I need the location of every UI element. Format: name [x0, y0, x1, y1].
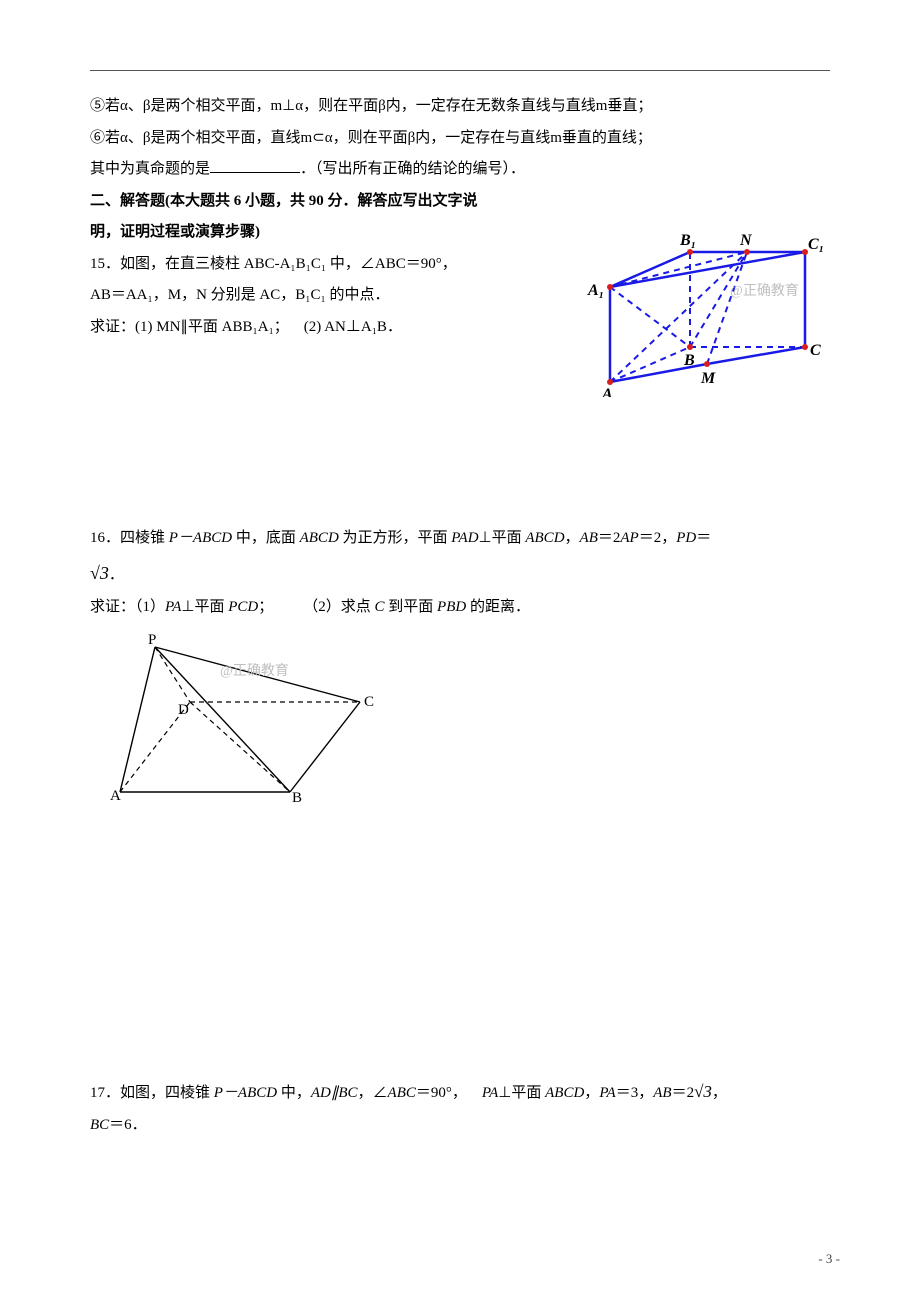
page-number: - 3 -: [818, 1245, 840, 1272]
prompt-suffix: ．（写出所有正确的结论的编号）．: [300, 161, 525, 177]
q16-line1: 16．四棱锥 P－ABCD 中，底面 ABCD 为正方形，平面 PAD⊥平面 A…: [90, 523, 830, 555]
label-A1: A₁: [587, 282, 604, 299]
q17-b: P－ABCD: [214, 1085, 277, 1101]
q16-3h: PBD: [437, 599, 466, 615]
q17-e: ，∠: [358, 1085, 388, 1101]
q16-t13: ＝2，: [639, 530, 677, 546]
q16-t4: ABCD: [300, 530, 339, 546]
watermark-1: @正确教育: [730, 277, 799, 306]
question-15-text: 明，证明过程或演算步骤) 15．如图，在直三棱柱 ABC-A₁B₁C₁ 中，∠A…: [90, 217, 540, 343]
q16-t12: AP: [620, 530, 638, 546]
q17-f: ABC: [388, 1085, 416, 1101]
watermark-2: @正确教育: [220, 657, 289, 686]
q17-g: ＝90°，: [416, 1085, 482, 1101]
q16-t10: AB: [580, 530, 598, 546]
divider-top: [90, 70, 830, 71]
q16-line2: √3．: [90, 555, 830, 593]
q17-k: ，: [584, 1085, 599, 1101]
q17-2b: ＝6．: [109, 1117, 147, 1133]
q16-t6: PAD: [451, 530, 478, 546]
q16-t7: ⊥平面: [479, 530, 526, 546]
q17-i: ⊥平面: [498, 1085, 545, 1101]
question-16: 16．四棱锥 P－ABCD 中，底面 ABCD 为正方形，平面 PAD⊥平面 A…: [90, 523, 830, 814]
q16-t1: 16．四棱锥: [90, 530, 169, 546]
label-B2: B: [292, 790, 302, 802]
q17-m: ＝3，: [616, 1085, 654, 1101]
q16-t3: 中，底面: [232, 530, 300, 546]
q16-t14: PD: [676, 530, 696, 546]
q16-line3: 求证：（1）PA⊥平面 PCD； （2）求点 C 到平面 PBD 的距离．: [90, 592, 830, 624]
q16-3g: 到平面: [385, 599, 438, 615]
q16-3e: ； （2）求点: [258, 599, 374, 615]
q16-3f: C: [375, 599, 385, 615]
fill-blank[interactable]: [210, 158, 300, 173]
q17-line2: BC＝6．: [90, 1110, 830, 1142]
q17-p: √3: [694, 1082, 712, 1101]
label-N: N: [739, 232, 753, 249]
statement-6-text: ⑥若α、β是两个相交平面，直线m⊂α，则在平面β内，一定存在与直线m垂直的直线；: [90, 130, 652, 146]
label-A2: A: [110, 788, 121, 802]
q17-2a: BC: [90, 1117, 109, 1133]
label-B: B: [683, 352, 695, 369]
question-15-wrap: 明，证明过程或演算步骤) 15．如图，在直三棱柱 ABC-A₁B₁C₁ 中，∠A…: [90, 217, 830, 343]
label-C1: C₁: [808, 236, 824, 253]
label-C2: C: [364, 694, 374, 710]
label-P2: P: [148, 632, 156, 648]
q15-line2: AB＝AA₁，M，N 分别是 AC，B₁C₁ 的中点．: [90, 280, 540, 312]
statement-5: ⑤若α、β是两个相交平面，m⊥α，则在平面β内，一定存在无数条直线与直线m垂直；: [90, 91, 830, 123]
q17-h: PA: [482, 1085, 498, 1101]
section-2-title-line2: 明，证明过程或演算步骤): [90, 217, 540, 249]
q16-end: ．: [109, 567, 124, 583]
q16-t5: 为正方形，平面: [339, 530, 452, 546]
label-B1: B₁: [679, 232, 696, 249]
q17-o: ＝2: [672, 1085, 695, 1101]
label-M: M: [700, 370, 716, 387]
q17-c: 中，: [277, 1085, 311, 1101]
statement-5-text: ⑤若α、β是两个相交平面，m⊥α，则在平面β内，一定存在无数条直线与直线m垂直；: [90, 98, 652, 114]
figure-pyramid: A B C D P @正确教育: [100, 632, 830, 815]
q17-line1: 17．如图，四棱锥 P－ABCD 中，AD∥BC，∠ABC＝90°， PA⊥平面…: [90, 1074, 830, 1110]
figure-prism: A B C M A₁ B₁ C₁ N @正确教育: [580, 207, 830, 410]
statement-prompt: 其中为真命题的是 ．（写出所有正确的结论的编号）．: [90, 154, 830, 186]
q16-3a: 求证：（1）: [90, 599, 165, 615]
q17-l: PA: [599, 1085, 615, 1101]
q16-t11: ＝2: [598, 530, 621, 546]
q17-q: ，: [712, 1085, 727, 1101]
q16-t9: ，: [565, 530, 580, 546]
q15-line1: 15．如图，在直三棱柱 ABC-A₁B₁C₁ 中，∠ABC＝90°，: [90, 249, 540, 281]
q16-t8: ABCD: [525, 530, 564, 546]
q16-3b: PA: [165, 599, 181, 615]
q17-d: AD∥BC: [311, 1085, 358, 1101]
label-C: C: [810, 342, 821, 359]
q16-t15: ＝: [696, 530, 711, 546]
prompt-prefix: 其中为真命题的是: [90, 161, 210, 177]
question-17: 17．如图，四棱锥 P－ABCD 中，AD∥BC，∠ABC＝90°， PA⊥平面…: [90, 1074, 830, 1141]
q16-3c: ⊥平面: [181, 599, 228, 615]
q16-3i: 的距离．: [466, 599, 530, 615]
q17-n: AB: [653, 1085, 671, 1101]
spacer-2: [90, 954, 830, 1074]
statement-6: ⑥若α、β是两个相交平面，直线m⊂α，则在平面β内，一定存在与直线m垂直的直线；: [90, 123, 830, 155]
q17-a: 17．如图，四棱锥: [90, 1085, 214, 1101]
q16-3d: PCD: [228, 599, 258, 615]
q15-line3: 求证：(1) MN∥平面 ABB₁A₁； (2) AN⊥A₁B．: [90, 312, 540, 344]
label-A: A: [601, 386, 613, 397]
q16-sqrt: √3: [90, 563, 109, 583]
q16-t2: P－ABCD: [169, 530, 232, 546]
q17-j: ABCD: [545, 1085, 584, 1101]
label-D2: D: [178, 702, 189, 718]
